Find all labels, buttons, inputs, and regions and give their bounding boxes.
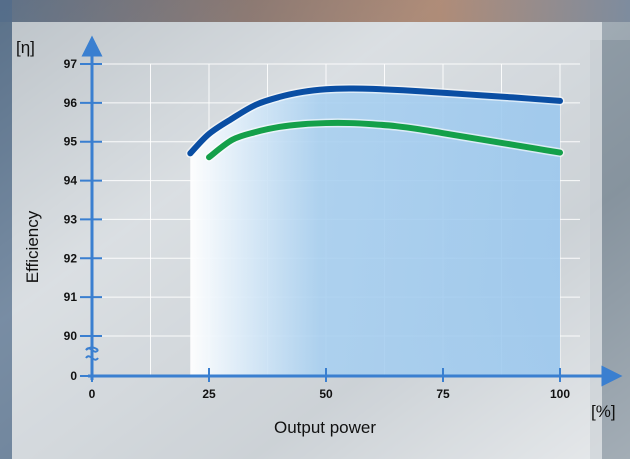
series-lines bbox=[185, 83, 565, 162]
x-axis-title: Output power bbox=[274, 418, 376, 437]
y-tick-label: 0 bbox=[70, 369, 77, 383]
x-tick-label: 75 bbox=[436, 387, 450, 401]
axes bbox=[81, 35, 623, 387]
background-left-edge bbox=[0, 0, 12, 459]
y-tick-label: 97 bbox=[64, 57, 78, 71]
axis-break-mark bbox=[85, 347, 99, 353]
series-line-2 bbox=[206, 119, 563, 161]
x-tick-label: 0 bbox=[89, 387, 96, 401]
y-tick-label: 96 bbox=[64, 96, 78, 110]
y-tick-label: 90 bbox=[64, 329, 78, 343]
y-tick-label: 94 bbox=[64, 174, 78, 188]
background-top-band bbox=[0, 0, 630, 22]
efficiency-area bbox=[190, 88, 560, 376]
y-unit-label: [η] bbox=[16, 38, 35, 57]
y-tick-label: 92 bbox=[64, 251, 78, 265]
y-tick-label: 95 bbox=[64, 135, 78, 149]
series-line-1 bbox=[187, 85, 563, 157]
ticks: 0 90 91 92 93 94 95 96 97 0 25 50 75 100 bbox=[64, 57, 571, 401]
x-tick-label: 50 bbox=[319, 387, 333, 401]
axis-break-mark bbox=[85, 355, 99, 361]
x-tick-label: 25 bbox=[202, 387, 216, 401]
y-axis-title: Efficiency bbox=[23, 210, 42, 283]
y-tick-label: 93 bbox=[64, 212, 78, 226]
x-tick-label: 100 bbox=[550, 387, 570, 401]
y-tick-label: 91 bbox=[64, 290, 78, 304]
x-unit-label: [%] bbox=[591, 402, 616, 421]
